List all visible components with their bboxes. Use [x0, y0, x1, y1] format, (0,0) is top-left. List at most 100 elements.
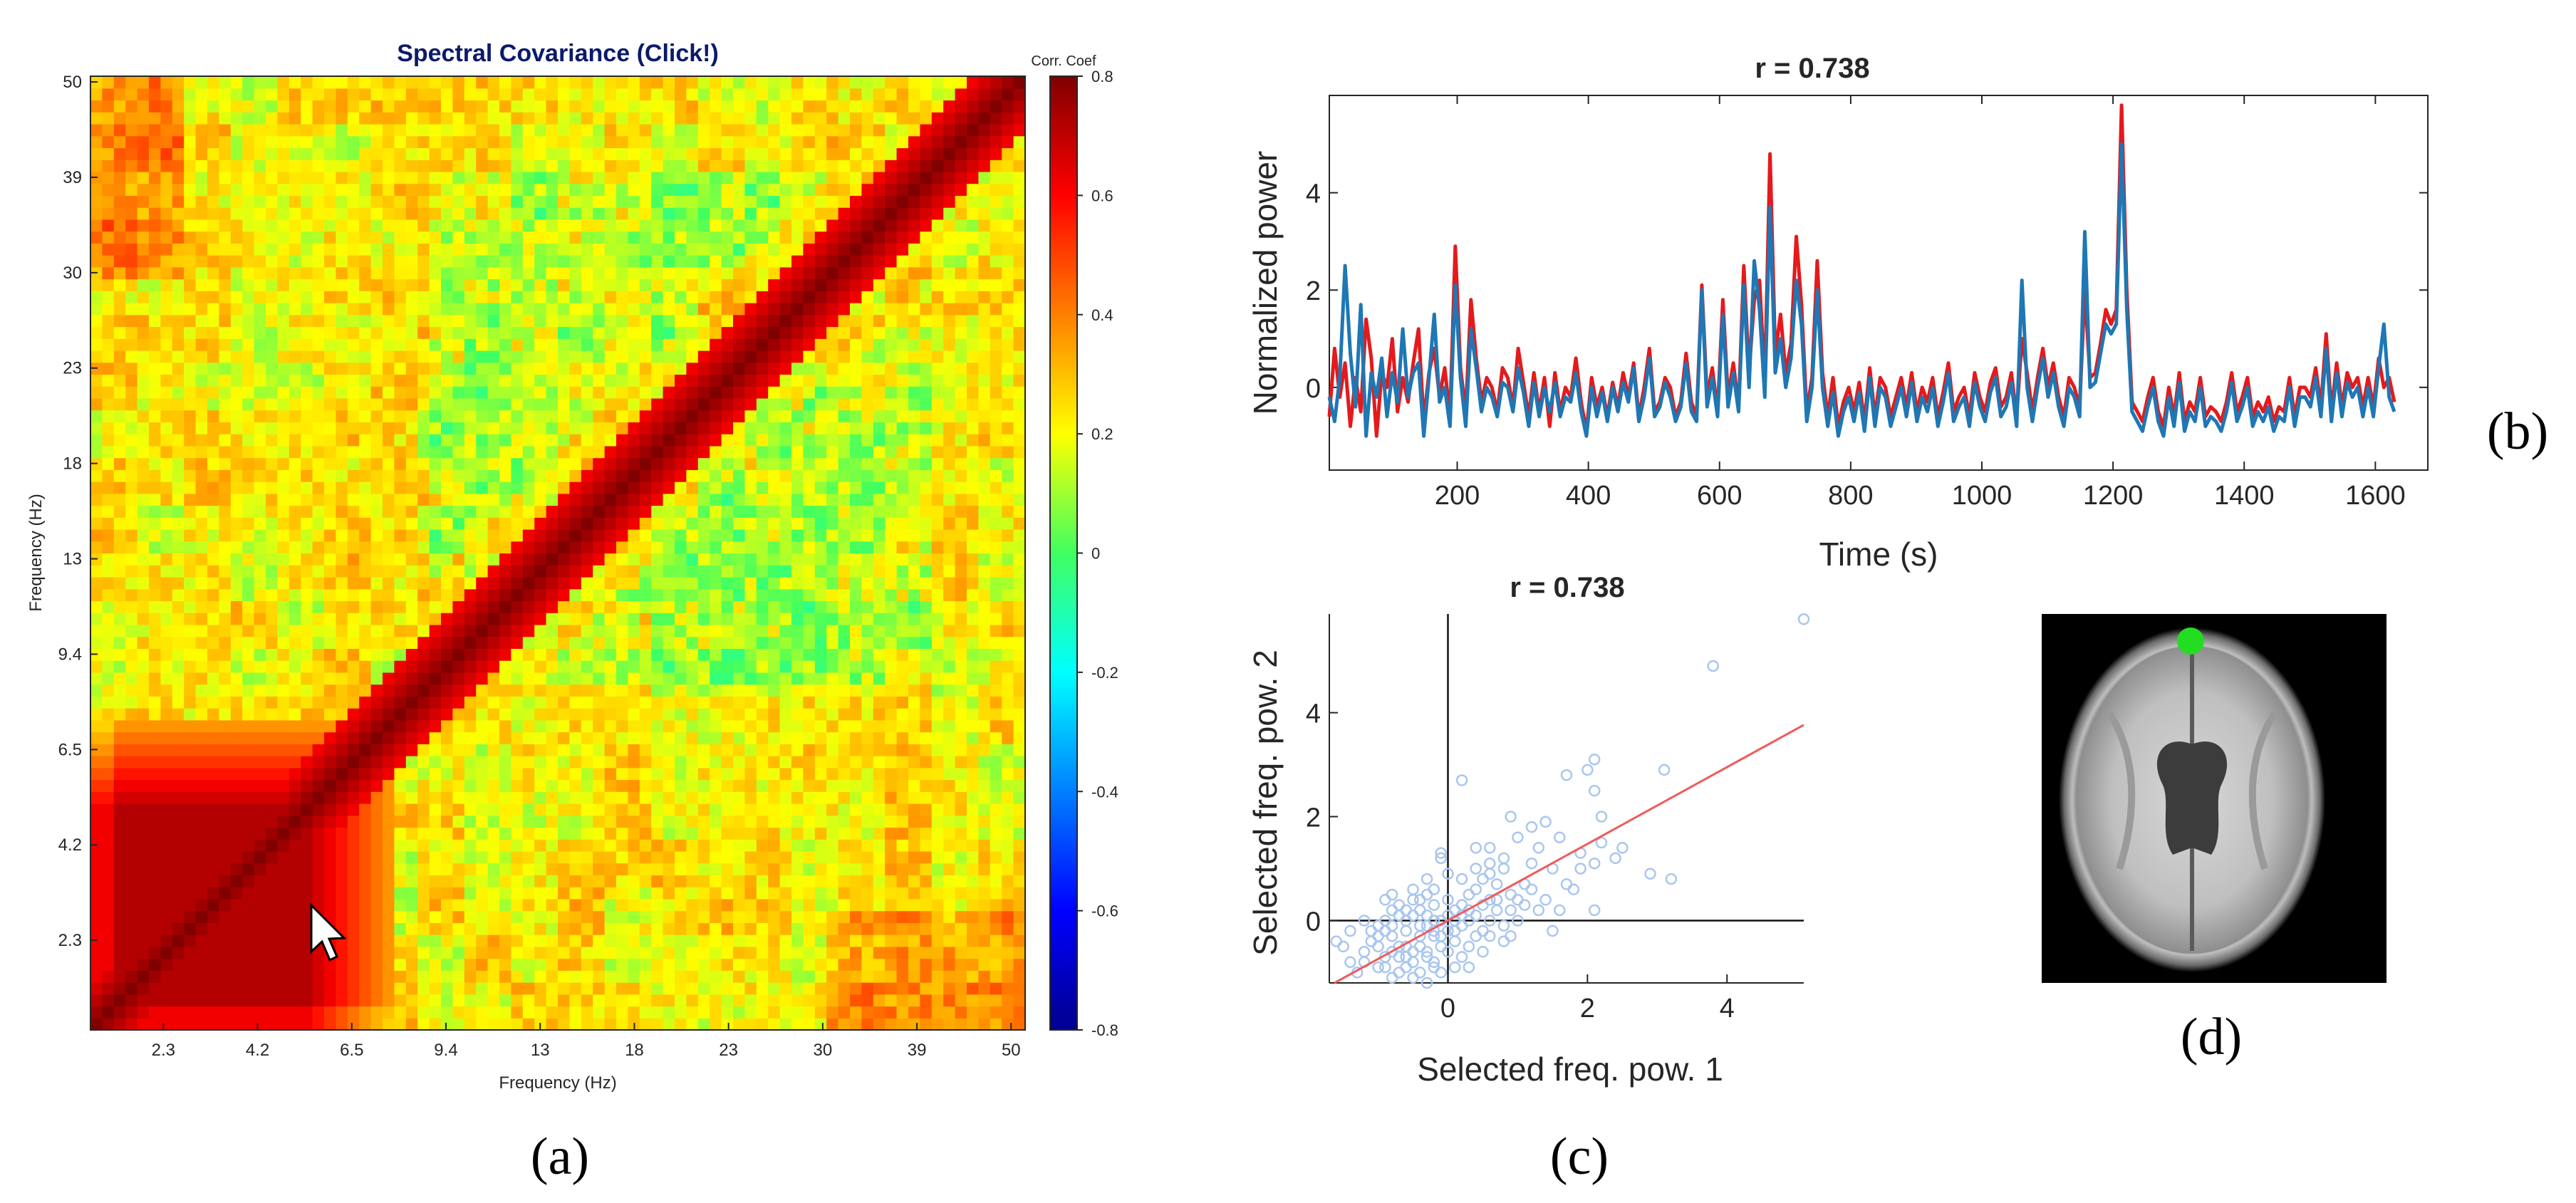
heatmap-cell[interactable]: [347, 338, 360, 351]
heatmap-cell[interactable]: [113, 815, 126, 828]
heatmap-cell[interactable]: [160, 756, 173, 769]
heatmap-cell[interactable]: [534, 1006, 547, 1019]
heatmap-cell[interactable]: [943, 314, 956, 328]
heatmap-cell[interactable]: [499, 457, 511, 470]
heatmap-cell[interactable]: [896, 410, 909, 422]
heatmap-cell[interactable]: [920, 326, 933, 339]
heatmap-cell[interactable]: [464, 565, 477, 578]
heatmap-cell[interactable]: [383, 850, 395, 864]
heatmap-cell[interactable]: [885, 553, 898, 566]
heatmap-cell[interactable]: [850, 613, 862, 625]
heatmap-cell[interactable]: [90, 767, 103, 781]
heatmap-cell[interactable]: [487, 791, 500, 804]
heatmap-cell[interactable]: [931, 863, 944, 876]
heatmap-cell[interactable]: [779, 839, 792, 852]
heatmap-cell[interactable]: [219, 875, 232, 887]
heatmap-cell[interactable]: [697, 445, 710, 459]
heatmap-cell[interactable]: [967, 350, 979, 363]
heatmap-cell[interactable]: [756, 553, 769, 566]
heatmap-cell[interactable]: [546, 422, 559, 434]
heatmap-cell[interactable]: [744, 779, 757, 792]
heatmap-cell[interactable]: [301, 469, 313, 482]
heatmap-cell[interactable]: [978, 410, 991, 422]
heatmap-cell[interactable]: [628, 958, 640, 971]
heatmap-cell[interactable]: [803, 934, 816, 947]
heatmap-cell[interactable]: [125, 422, 138, 434]
heatmap-cell[interactable]: [943, 374, 956, 387]
heatmap-cell[interactable]: [417, 350, 430, 363]
heatmap-cell[interactable]: [861, 600, 874, 613]
heatmap-cell[interactable]: [113, 362, 126, 375]
heatmap-cell[interactable]: [149, 624, 161, 637]
heatmap-cell[interactable]: [1002, 397, 1014, 411]
heatmap-cell[interactable]: [149, 386, 161, 399]
heatmap-cell[interactable]: [756, 839, 769, 852]
heatmap-cell[interactable]: [663, 397, 675, 411]
heatmap-cell[interactable]: [697, 410, 710, 422]
heatmap-cell[interactable]: [417, 779, 430, 792]
heatmap-cell[interactable]: [628, 708, 640, 721]
heatmap-cell[interactable]: [499, 731, 511, 744]
heatmap-cell[interactable]: [277, 422, 290, 434]
heatmap-cell[interactable]: [593, 982, 606, 995]
heatmap-cell[interactable]: [160, 278, 173, 291]
heatmap-cell[interactable]: [534, 708, 547, 721]
heatmap-cell[interactable]: [675, 576, 687, 590]
heatmap-cell[interactable]: [710, 576, 722, 590]
heatmap-cell[interactable]: [710, 731, 722, 744]
heatmap-cell[interactable]: [441, 481, 453, 494]
heatmap-cell[interactable]: [511, 684, 524, 697]
heatmap-cell[interactable]: [721, 863, 734, 876]
heatmap-cell[interactable]: [896, 338, 909, 351]
heatmap-cell[interactable]: [931, 326, 944, 339]
heatmap-cell[interactable]: [569, 624, 582, 637]
heatmap-cell[interactable]: [487, 350, 500, 363]
heatmap-cell[interactable]: [476, 374, 489, 387]
heatmap-cell[interactable]: [184, 600, 197, 613]
heatmap-cell[interactable]: [1002, 672, 1014, 685]
heatmap-cell[interactable]: [639, 397, 652, 411]
heatmap-cell[interactable]: [487, 338, 500, 351]
heatmap-cell[interactable]: [405, 648, 418, 661]
heatmap-cell[interactable]: [359, 505, 372, 518]
heatmap-cell[interactable]: [312, 541, 325, 554]
heatmap-cell[interactable]: [581, 827, 593, 840]
heatmap-cell[interactable]: [920, 624, 933, 637]
heatmap-cell[interactable]: [850, 576, 862, 590]
heatmap-cell[interactable]: [370, 827, 383, 840]
heatmap-cell[interactable]: [266, 410, 278, 422]
heatmap-cell[interactable]: [289, 756, 301, 769]
heatmap-cell[interactable]: [90, 600, 103, 613]
heatmap-cell[interactable]: [336, 815, 348, 828]
heatmap-cell[interactable]: [663, 541, 675, 554]
heatmap-cell[interactable]: [791, 576, 804, 590]
heatmap-cell[interactable]: [405, 529, 418, 542]
heatmap-cell[interactable]: [359, 457, 372, 470]
heatmap-cell[interactable]: [534, 397, 547, 411]
heatmap-cell[interactable]: [383, 636, 395, 649]
heatmap-cell[interactable]: [324, 767, 336, 781]
heatmap-cell[interactable]: [1002, 839, 1014, 852]
heatmap-cell[interactable]: [826, 505, 839, 518]
heatmap-cell[interactable]: [779, 684, 792, 697]
heatmap-cell[interactable]: [931, 624, 944, 637]
heatmap-cell[interactable]: [219, 898, 232, 912]
heatmap-cell[interactable]: [931, 767, 944, 781]
heatmap-cell[interactable]: [733, 386, 745, 399]
heatmap-cell[interactable]: [604, 529, 617, 542]
heatmap-cell[interactable]: [896, 982, 909, 995]
heatmap-cell[interactable]: [920, 505, 933, 518]
heatmap-cell[interactable]: [476, 850, 489, 864]
heatmap-cell[interactable]: [697, 1018, 710, 1031]
heatmap-cell[interactable]: [803, 600, 816, 613]
heatmap-cell[interactable]: [593, 374, 606, 387]
heatmap-cell[interactable]: [733, 850, 745, 864]
heatmap-cell[interactable]: [697, 731, 710, 744]
heatmap-cell[interactable]: [266, 469, 278, 482]
heatmap-cell[interactable]: [499, 910, 511, 923]
heatmap-cell[interactable]: [1013, 731, 1026, 744]
heatmap-cell[interactable]: [581, 648, 593, 661]
heatmap-cell[interactable]: [464, 469, 477, 482]
heatmap-cell[interactable]: [487, 576, 500, 590]
heatmap-cell[interactable]: [931, 708, 944, 721]
